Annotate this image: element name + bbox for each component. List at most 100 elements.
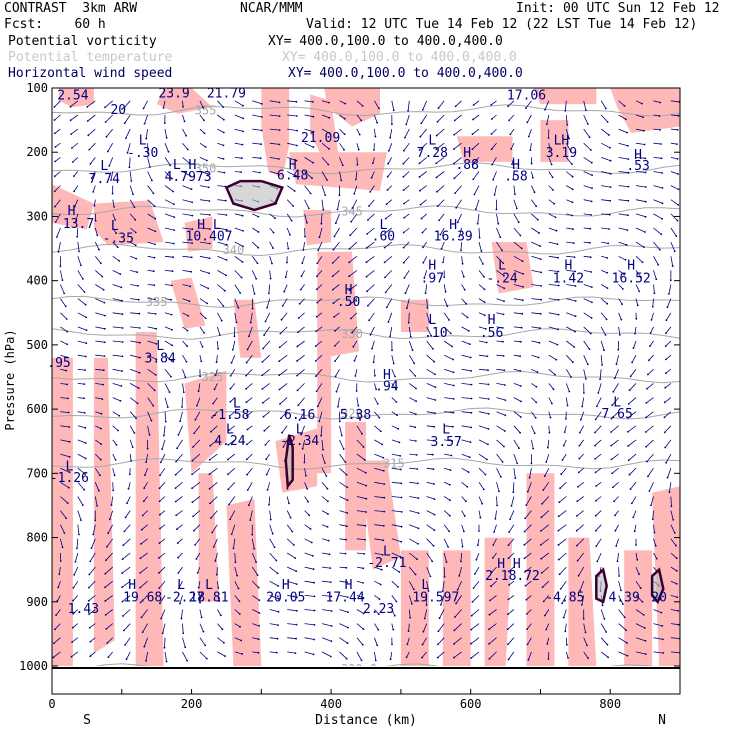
wind-vector: [227, 453, 236, 460]
wind-vector-head: [149, 166, 151, 168]
wind-vector: [317, 397, 323, 407]
wind-vector-head: [382, 524, 385, 527]
wind-vector-head: [166, 406, 169, 408]
wind-vector: [147, 270, 154, 272]
wind-vector-head: [313, 609, 316, 612]
wind-vector-head: [159, 602, 161, 605]
wind-vector: [492, 552, 497, 559]
wind-vector: [610, 425, 619, 433]
wind-vector-head: [282, 446, 285, 448]
wind-vector-head: [455, 602, 457, 605]
wind-vector: [461, 383, 472, 385]
wind-vector: [60, 383, 68, 385]
wind-vector-head: [508, 584, 510, 586]
wind-vector: [112, 227, 117, 234]
wind-vector-head: [312, 101, 314, 103]
wind-vector-head: [362, 582, 364, 584]
wind-vector-head: [241, 653, 244, 655]
wind-vector: [217, 157, 224, 160]
wind-vector-head: [272, 231, 275, 234]
wind-vector-head: [159, 513, 161, 516]
wind-vector-head: [171, 344, 174, 347]
wind-vector: [287, 100, 297, 103]
wind-vector-head: [294, 557, 297, 559]
wind-vector-head: [189, 285, 192, 288]
wind-vector: [280, 326, 288, 334]
wind-vector-head: [296, 389, 299, 392]
wind-vector-head: [487, 383, 490, 386]
wind-vector: [112, 397, 121, 402]
wind-vector: [600, 623, 607, 633]
wind-vector: [77, 354, 86, 357]
wind-vector-head: [601, 604, 604, 607]
wind-vector-head: [107, 532, 110, 535]
wind-vector: [653, 114, 660, 117]
wind-vector: [513, 270, 524, 275]
wind-vector: [457, 213, 462, 223]
wind-vector-head: [239, 625, 241, 628]
wind-vector-head: [261, 401, 264, 404]
wind-vector: [634, 326, 637, 334]
wind-speed-label: 4.7973: [165, 170, 212, 185]
wind-vector-head: [361, 643, 364, 646]
wind-vector-head: [363, 553, 365, 555]
wind-vector: [321, 439, 324, 450]
wind-vector: [670, 651, 680, 654]
wind-vector: [191, 481, 201, 489]
wind-vector-head: [525, 598, 528, 601]
wind-vector: [576, 524, 584, 532]
wind-vector: [164, 284, 172, 286]
wind-vector-head: [313, 624, 316, 626]
wind-vector-head: [664, 386, 667, 389]
wind-vector: [350, 312, 358, 319]
wind-vector: [437, 199, 445, 207]
wind-vector: [88, 566, 96, 575]
wind-vector: [130, 326, 140, 329]
wind-vector: [618, 128, 628, 133]
wind-vector-head: [296, 360, 298, 362]
wind-vector-head: [397, 428, 400, 430]
wind-speed-label: H: [449, 218, 457, 233]
wind-vector-head: [383, 246, 386, 249]
wind-vector: [251, 270, 257, 279]
wind-vector-head: [259, 157, 262, 160]
wind-speed-label: H: [128, 578, 136, 593]
wind-vector: [269, 524, 274, 534]
wind-vector: [409, 411, 416, 415]
wind-vector-head: [415, 400, 417, 403]
wind-vector: [475, 199, 480, 210]
wind-vector: [211, 411, 218, 418]
wind-vector: [409, 552, 418, 560]
wind-vector-head: [241, 157, 243, 160]
wind-vector-head: [113, 206, 115, 208]
wind-vector: [531, 255, 541, 260]
wind-vector: [531, 298, 542, 301]
wind-vector-head: [378, 416, 381, 419]
wind-vector-head: [368, 205, 370, 207]
wind-vector-head: [374, 374, 376, 377]
wind-vector: [182, 651, 188, 661]
wind-vector: [409, 439, 416, 442]
wind-vector: [321, 538, 329, 541]
wind-vector: [60, 326, 68, 332]
wind-vector-head: [90, 547, 93, 549]
wind-vector: [348, 255, 358, 263]
pv-shaded-region: [261, 88, 290, 178]
wind-vector: [287, 595, 297, 598]
wind-vector-head: [392, 628, 395, 631]
wind-vector: [558, 510, 567, 517]
wind-vector-head: [453, 629, 456, 632]
wind-vector-head: [311, 554, 314, 557]
wind-vector-head: [372, 162, 374, 165]
wind-vector: [60, 411, 69, 413]
wind-speed-label: 21.79: [207, 87, 246, 102]
wind-vector: [234, 637, 242, 641]
wind-vector-head: [487, 413, 490, 415]
wind-vector-head: [407, 321, 410, 324]
wind-vector: [182, 326, 188, 331]
wind-vector-head: [454, 616, 456, 618]
wind-vector-head: [507, 643, 509, 646]
wind-vector: [391, 580, 399, 588]
wind-vector: [566, 227, 574, 230]
wind-vector: [670, 213, 678, 221]
